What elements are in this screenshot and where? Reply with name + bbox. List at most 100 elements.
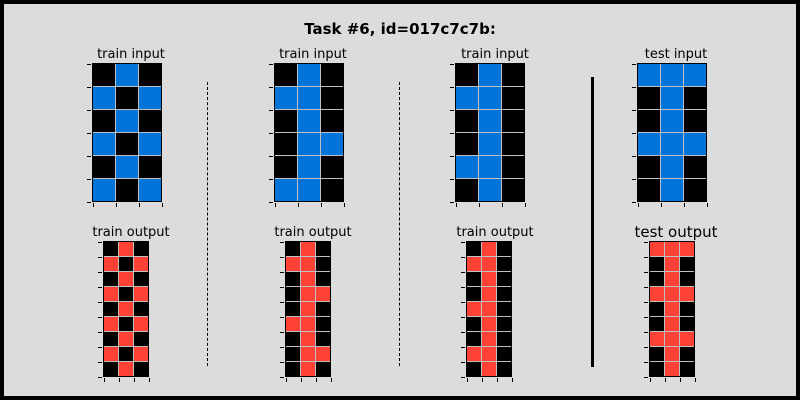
test-output-label: test output [634, 223, 718, 241]
grid-cell-r8-c0 [467, 362, 481, 376]
axis-tick [87, 133, 91, 134]
grid-cell-r3-c1 [479, 133, 501, 155]
grid-cell-r7-c2 [497, 347, 511, 361]
pair-3-input-label: train input [461, 47, 529, 62]
grid-cell-r4-c0 [456, 156, 478, 178]
grid-cell-r4-c2 [134, 302, 148, 316]
grid-cell-r5-c0 [467, 317, 481, 331]
grid-cell-r4-c2 [139, 156, 161, 178]
pair-3-output-grid [466, 241, 512, 377]
grid-cell-r2-c0 [286, 272, 300, 286]
grid-cell-r7-c2 [680, 347, 694, 361]
grid-cell-r2-c2 [680, 272, 694, 286]
axis-tick [280, 242, 284, 243]
grid-cell-r3-c2 [139, 133, 161, 155]
grid-cell-r3-c2 [684, 133, 706, 155]
grid-cell-r8-c2 [134, 362, 148, 376]
axis-tick [644, 332, 648, 333]
pair-3-output-label: train output [456, 225, 534, 240]
grid-cell-r2-c1 [301, 272, 315, 286]
axis-tick [344, 203, 345, 207]
axis-tick [280, 302, 284, 303]
axis-tick [98, 287, 102, 288]
grid-cell-r4-c2 [316, 302, 330, 316]
axis-tick [450, 133, 454, 134]
axis-tick [98, 242, 102, 243]
axis-tick [280, 287, 284, 288]
grid-cell-r7-c1 [665, 347, 679, 361]
axis-tick [93, 203, 94, 207]
axis-tick [98, 347, 102, 348]
grid-cell-r6-c1 [482, 332, 496, 346]
axis-tick [644, 317, 648, 318]
grid-cell-r1-c2 [684, 87, 706, 109]
axis-tick [87, 156, 91, 157]
axis-tick [632, 202, 636, 203]
grid-cell-r3-c2 [134, 287, 148, 301]
grid-cell-r3-c1 [661, 133, 683, 155]
grid-cell-r0-c1 [665, 242, 679, 256]
axis-tick [644, 302, 648, 303]
axis-tick [461, 272, 465, 273]
separator-dashed-1 [207, 82, 208, 366]
axis-tick [87, 110, 91, 111]
grid-cell-r8-c1 [665, 362, 679, 376]
axis-tick [98, 257, 102, 258]
axis-tick [461, 347, 465, 348]
grid-cell-r2-c2 [134, 272, 148, 286]
grid-cell-r1-c0 [104, 257, 118, 271]
grid-cell-r2-c1 [298, 110, 320, 132]
grid-cell-r3-c0 [456, 133, 478, 155]
axis-tick [525, 203, 526, 207]
grid-cell-r6-c1 [119, 332, 133, 346]
grid-cell-r4-c1 [298, 156, 320, 178]
grid-cell-r5-c2 [502, 179, 524, 201]
grid-cell-r2-c2 [502, 110, 524, 132]
grid-cell-r5-c0 [638, 179, 660, 201]
axis-tick [280, 362, 284, 363]
axis-tick [98, 377, 102, 378]
axis-tick [650, 378, 651, 382]
grid-cell-r0-c0 [467, 242, 481, 256]
grid-cell-r1-c2 [139, 87, 161, 109]
pair-2-input-label: train input [279, 47, 347, 62]
grid-cell-r0-c1 [301, 242, 315, 256]
axis-tick [680, 378, 681, 382]
grid-cell-r1-c1 [661, 87, 683, 109]
axis-tick [119, 378, 120, 382]
grid-cell-r5-c0 [275, 179, 297, 201]
grid-cell-r2-c0 [104, 272, 118, 286]
grid-cell-r1-c1 [665, 257, 679, 271]
grid-cell-r2-c2 [684, 110, 706, 132]
grid-cell-r2-c0 [638, 110, 660, 132]
grid-cell-r4-c2 [497, 302, 511, 316]
grid-cell-r3-c0 [467, 287, 481, 301]
axis-tick [280, 332, 284, 333]
axis-tick [139, 203, 140, 207]
axis-tick [661, 203, 662, 207]
grid-cell-r4-c1 [661, 156, 683, 178]
grid-cell-r2-c2 [321, 110, 343, 132]
grid-cell-r0-c0 [104, 242, 118, 256]
grid-cell-r2-c0 [456, 110, 478, 132]
grid-cell-r4-c0 [93, 156, 115, 178]
axis-tick [104, 378, 105, 382]
grid-cell-r2-c0 [650, 272, 664, 286]
axis-tick [461, 242, 465, 243]
axis-tick [644, 362, 648, 363]
axis-tick [450, 156, 454, 157]
grid-cell-r5-c0 [93, 179, 115, 201]
axis-tick [87, 202, 91, 203]
grid-cell-r5-c1 [482, 317, 496, 331]
grid-cell-r5-c2 [321, 179, 343, 201]
grid-cell-r1-c1 [119, 257, 133, 271]
grid-cell-r2-c1 [661, 110, 683, 132]
grid-cell-r2-c0 [275, 110, 297, 132]
grid-cell-r0-c0 [275, 64, 297, 86]
grid-cell-r6-c0 [104, 332, 118, 346]
axis-tick [280, 317, 284, 318]
grid-cell-r7-c2 [316, 347, 330, 361]
axis-tick [450, 179, 454, 180]
grid-cell-r1-c0 [467, 257, 481, 271]
grid-cell-r1-c0 [275, 87, 297, 109]
